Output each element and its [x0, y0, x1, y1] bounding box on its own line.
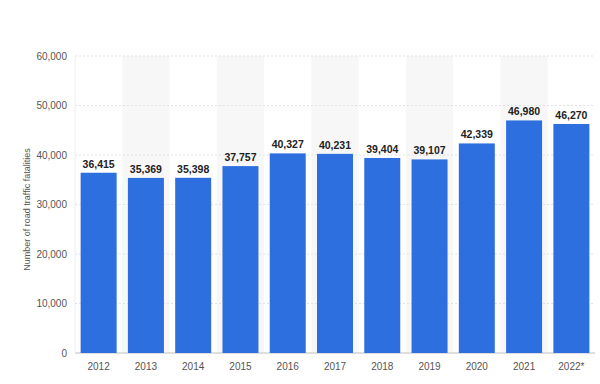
y-axis-label: Number of road traffic fatalities	[22, 148, 32, 271]
bar	[317, 154, 353, 353]
data-label: 37,757	[224, 151, 256, 163]
y-tick-label: 50,000	[36, 100, 67, 111]
bar	[81, 173, 117, 353]
x-tick-label: 2013	[135, 361, 158, 372]
bar	[553, 124, 589, 353]
x-tick-label: 2012	[88, 361, 111, 372]
bar	[128, 178, 164, 353]
data-label: 42,339	[461, 128, 493, 140]
data-label: 40,231	[319, 139, 351, 151]
x-tick-label: 2017	[324, 361, 347, 372]
band	[500, 56, 547, 353]
x-tick-label: 2020	[466, 361, 489, 372]
x-tick-label: 2015	[229, 361, 252, 372]
bar	[222, 166, 258, 353]
band	[311, 56, 358, 353]
y-tick-label: 60,000	[36, 51, 67, 62]
bar	[412, 159, 448, 353]
chart: 0 10,000 20,000 30,000 40,000 50,000 60,000 Num…	[0, 0, 600, 384]
data-label: 39,404	[366, 143, 398, 155]
y-tick-label: 40,000	[36, 150, 67, 161]
bar	[459, 143, 495, 353]
y-tick-label: 0	[61, 348, 67, 359]
x-tick-label: 2016	[277, 361, 300, 372]
bar	[270, 153, 306, 353]
band	[217, 56, 264, 353]
y-tick-label: 30,000	[36, 199, 67, 210]
x-tick-label: 2018	[371, 361, 394, 372]
data-label: 40,327	[272, 138, 304, 150]
x-tick-label: 2019	[418, 361, 441, 372]
data-label: 35,369	[130, 163, 162, 175]
x-tick-label: 2014	[182, 361, 205, 372]
y-axis-line	[75, 56, 76, 353]
data-label: 39,107	[413, 144, 445, 156]
x-tick-label: 2022*	[558, 361, 584, 372]
bar	[364, 158, 400, 353]
data-label: 35,398	[177, 163, 209, 175]
y-tick-label: 20,000	[36, 249, 67, 260]
data-label: 46,270	[555, 109, 587, 121]
data-label: 36,415	[83, 158, 115, 170]
grid-line	[75, 56, 595, 57]
chart-root: 0 10,000 20,000 30,000 40,000 50,000 60,000 Num…	[0, 0, 600, 384]
bars	[81, 120, 590, 353]
band	[406, 56, 453, 353]
bar	[506, 120, 542, 353]
y-tick-label: 10,000	[36, 298, 67, 309]
band	[122, 56, 169, 353]
data-label: 46,980	[508, 105, 540, 117]
x-tick-label: 2021	[513, 361, 536, 372]
bar	[175, 178, 211, 353]
